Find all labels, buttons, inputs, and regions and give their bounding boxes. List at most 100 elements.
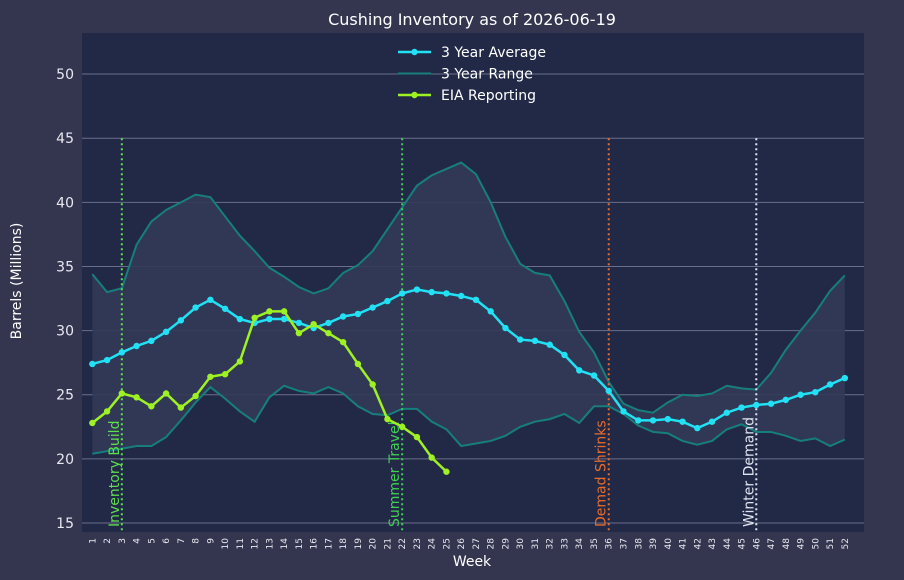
annotation-label: Inventory Build [107,421,123,527]
x-tick-label: 20 [369,538,379,550]
y-axis-label: Barrels (Millions) [9,223,25,340]
data-point [797,391,804,398]
annotation-label: Summer Travel [387,422,403,527]
data-point [103,356,111,364]
data-point [339,313,347,320]
data-point [443,290,450,297]
data-point [531,337,539,345]
x-tick-label: 25 [442,538,452,549]
data-point [679,418,686,425]
range-fill [92,162,845,454]
data-point [133,394,140,401]
data-point [767,400,775,407]
range-upper-line [91,161,846,414]
x-tick-label: 21 [383,538,393,549]
x-tick-label: 23 [413,538,423,549]
data-point [148,337,155,345]
data-point [472,296,480,304]
data-point [738,404,745,411]
y-tick-label: 30 [56,324,74,340]
data-point [384,415,391,423]
y-tick-label: 25 [56,388,74,404]
x-tick-label: 1 [88,538,98,544]
data-point [280,315,288,323]
data-point [162,390,170,397]
x-tick-label: 18 [339,538,349,550]
data-point [177,404,185,411]
data-point [517,336,524,343]
data-point [266,308,273,315]
x-tick-label: 10 [221,538,231,550]
data-point [118,349,126,356]
data-point [177,317,185,324]
x-tick-label: 7 [177,538,187,544]
x-tick-label: 36 [605,538,615,550]
data-point [221,305,229,312]
x-tick-label: 48 [782,538,792,550]
data-point [266,315,273,323]
data-point [605,387,612,395]
data-point [428,454,435,461]
y-tick-label: 20 [56,452,74,468]
data-point [162,328,170,336]
data-point [546,341,553,348]
y-tick-label: 35 [56,259,74,275]
x-tick-label: 39 [649,538,659,550]
data-point [826,381,834,388]
data-point [207,296,214,304]
annotation-label: Demad Shrinks [594,420,610,527]
data-point [369,381,376,388]
data-point [251,314,258,321]
x-tick-label: 50 [811,538,821,550]
data-point [723,409,730,416]
y-tick-label: 15 [56,516,74,532]
data-point [664,415,671,423]
annotations: Inventory Build Summer Travel Demad Shrink… [107,138,758,532]
data-point [295,319,303,327]
x-axis-label: Week [453,554,492,570]
x-tick-label: 14 [280,538,290,550]
data-point [590,372,598,379]
x-tick-label: 51 [826,538,836,549]
data-point [782,396,789,404]
data-point [236,358,244,365]
data-point [576,367,583,374]
x-tick-label: 27 [472,538,482,549]
data-point [280,308,288,315]
legend-marker [411,91,418,99]
data-point [325,329,332,337]
x-tick-label: 49 [797,538,807,550]
data-point [369,304,376,311]
x-tick-label: 40 [664,538,674,550]
x-tick-label: 38 [634,538,644,550]
x-tick-label: 52 [841,538,851,549]
x-tick-label: 32 [546,538,556,549]
x-ticks: 1 2 3 4 5 6 7 8 9 10 11 12 13 14 15 16 17 18 19 20 21 22 23 24 2… [88,538,850,550]
x-tick-label: 41 [679,538,689,549]
data-point [236,315,244,323]
x-tick-label: 6 [162,538,172,544]
x-tick-label: 5 [147,538,157,544]
data-point [457,292,465,300]
data-point [192,392,199,400]
data-point [413,433,421,441]
data-point [310,320,317,328]
legend-label: 3 Year Range [441,67,533,83]
data-point [89,360,96,368]
data-point [708,418,716,425]
x-tick-label: 8 [192,538,202,544]
x-tick-label: 28 [487,538,497,550]
legend-marker [411,48,418,56]
x-tick-label: 26 [457,538,467,550]
x-tick-label: 37 [619,538,629,549]
x-tick-label: 42 [693,538,703,549]
x-tick-label: 44 [723,538,733,550]
data-point [148,403,155,410]
data-point [812,388,819,396]
x-tick-label: 19 [354,538,364,550]
y-tick-label: 50 [56,67,74,83]
data-point [635,417,642,424]
x-tick-label: 11 [236,538,246,549]
data-point [207,373,214,380]
x-tick-label: 43 [708,538,718,549]
